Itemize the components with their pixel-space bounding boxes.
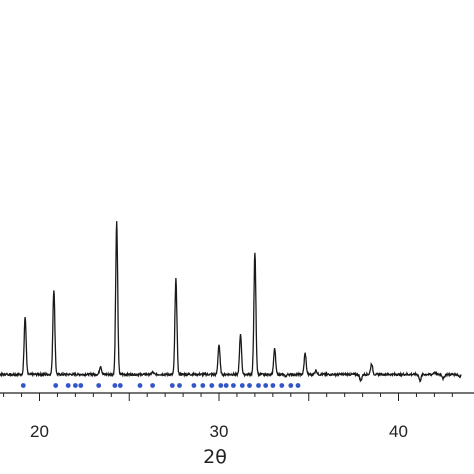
- reference-marker: [256, 383, 261, 388]
- pattern-line: [0, 221, 462, 383]
- reference-marker: [209, 383, 215, 388]
- x-axis-title: 2θ: [203, 446, 227, 468]
- reference-marker: [288, 383, 294, 388]
- plot-area: [0, 221, 462, 388]
- reference-marker: [53, 383, 59, 388]
- reference-marker: [218, 383, 224, 388]
- reference-marker: [177, 383, 182, 388]
- x-tick-label: 40: [389, 422, 408, 441]
- reference-marker: [270, 383, 276, 388]
- reference-marker: [263, 383, 269, 388]
- reference-marker: [137, 383, 143, 388]
- x-tick-label: 20: [30, 422, 49, 441]
- reference-marker: [247, 383, 252, 388]
- reference-marker: [200, 383, 206, 388]
- reference-marker: [191, 383, 197, 388]
- reference-marker: [169, 383, 175, 388]
- reference-marker: [223, 383, 229, 388]
- reference-marker: [20, 383, 26, 388]
- reference-marker: [117, 383, 123, 388]
- x-axis-ticks: 20 30 40: [3, 393, 453, 441]
- reference-marker: [295, 383, 301, 388]
- x-tick-label: 30: [210, 422, 229, 441]
- reference-marker: [73, 383, 78, 388]
- reference-marker: [231, 383, 236, 388]
- reference-marker: [65, 383, 71, 388]
- reference-marker: [150, 383, 156, 388]
- reference-marker: [279, 383, 285, 388]
- reference-marker: [78, 383, 84, 388]
- reference-marker: [239, 383, 245, 388]
- reference-marker: [112, 383, 118, 388]
- reference-marker: [96, 383, 102, 388]
